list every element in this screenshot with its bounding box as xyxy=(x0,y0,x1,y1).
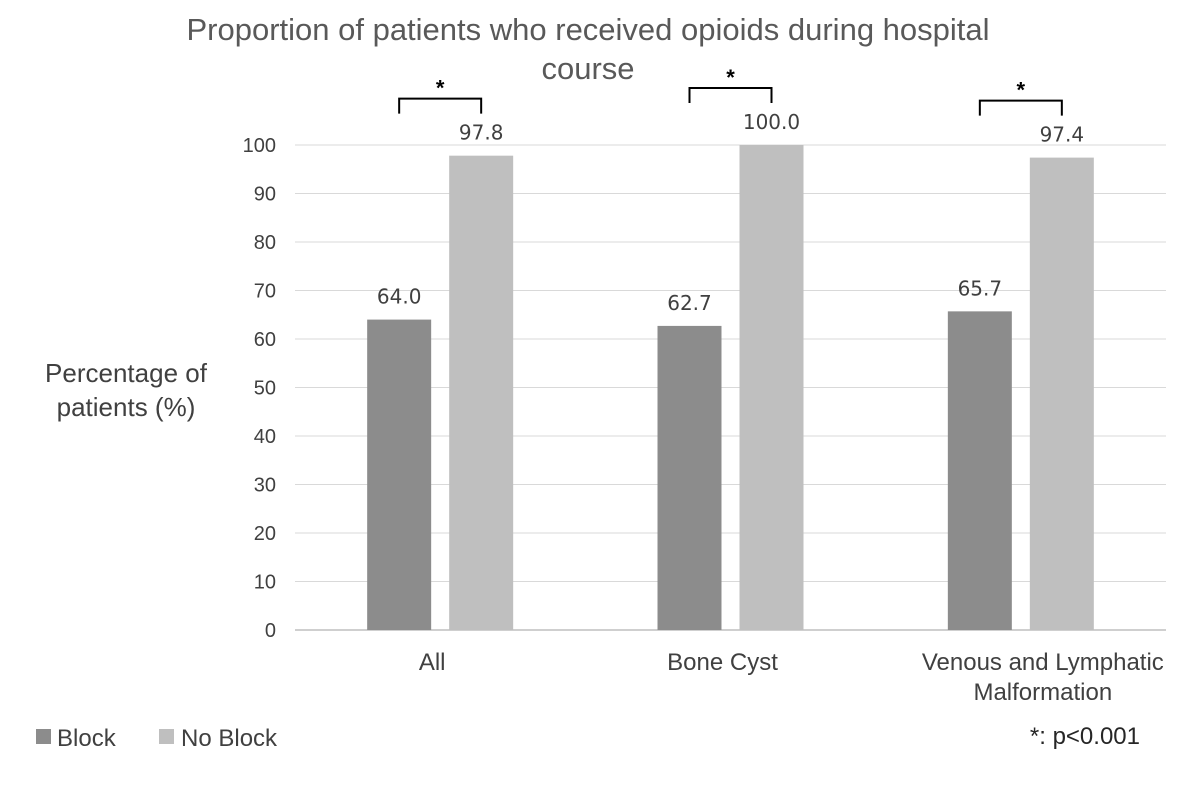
y-tick-label: 20 xyxy=(254,523,276,545)
gridlines xyxy=(295,144,1166,631)
legend: Block No Block xyxy=(36,725,278,752)
significance-footnote: *: p<0.001 xyxy=(1030,723,1140,750)
value-labels: 64.0 97.8 62.7 100.0 65.7 97.4 xyxy=(377,110,1084,315)
y-tick-label: 40 xyxy=(254,426,276,448)
y-tick-label: 100 xyxy=(243,135,276,157)
x-category-label: Bone Cyst xyxy=(667,649,778,676)
significance-markers: * * * xyxy=(398,65,1063,116)
bar-block-1 xyxy=(657,325,722,630)
value-label: 100.0 xyxy=(743,110,800,134)
significance-bracket xyxy=(688,87,773,103)
y-tick-label: 70 xyxy=(254,281,276,303)
y-tick-label: 80 xyxy=(254,232,276,254)
y-tick-label: 10 xyxy=(254,572,276,594)
significance-asterisk: * xyxy=(1017,78,1026,103)
significance-bracket xyxy=(978,99,1063,116)
bars xyxy=(367,145,1094,631)
bar-no-block-0 xyxy=(449,155,514,631)
significance-bracket xyxy=(398,97,483,114)
y-tick-label: 60 xyxy=(254,329,276,351)
bar-no-block-1 xyxy=(739,145,804,630)
chart-title-line-1: Proportion of patients who received opio… xyxy=(186,12,989,47)
value-label: 62.7 xyxy=(667,291,712,315)
value-label: 97.8 xyxy=(459,121,504,145)
y-tick-label: 50 xyxy=(254,378,276,400)
y-tick-label: 90 xyxy=(254,184,276,206)
value-label: 65.7 xyxy=(958,276,1003,300)
value-label: 64.0 xyxy=(377,285,422,309)
significance-asterisk: * xyxy=(726,65,735,90)
x-category-label: All xyxy=(419,649,446,676)
y-tick-label: 0 xyxy=(265,620,276,642)
chart-title-line-2: course xyxy=(541,51,634,86)
x-category-label: Venous and Lymphatic xyxy=(922,649,1164,676)
legend-label-block: Block xyxy=(57,725,117,752)
bar-block-2 xyxy=(947,311,1012,630)
legend-label-no-block: No Block xyxy=(181,725,278,752)
category-labels: All Bone Cyst Venous and Lymphatic Malforma… xyxy=(419,649,1164,706)
x-category-label: Malformation xyxy=(973,679,1112,706)
y-tick-label: 30 xyxy=(254,475,276,497)
legend-swatch-no-block xyxy=(159,729,174,744)
significance-asterisk: * xyxy=(436,76,445,101)
bar-no-block-2 xyxy=(1029,157,1094,631)
value-label: 97.4 xyxy=(1040,123,1085,147)
y-axis-label-line-1: Percentage of xyxy=(45,358,208,388)
y-axis-ticks: 0 10 20 30 40 50 60 70 80 90 100 xyxy=(243,135,276,642)
bar-block-0 xyxy=(367,319,432,630)
legend-swatch-block xyxy=(36,729,51,744)
y-axis-label-line-2: patients (%) xyxy=(57,392,196,422)
